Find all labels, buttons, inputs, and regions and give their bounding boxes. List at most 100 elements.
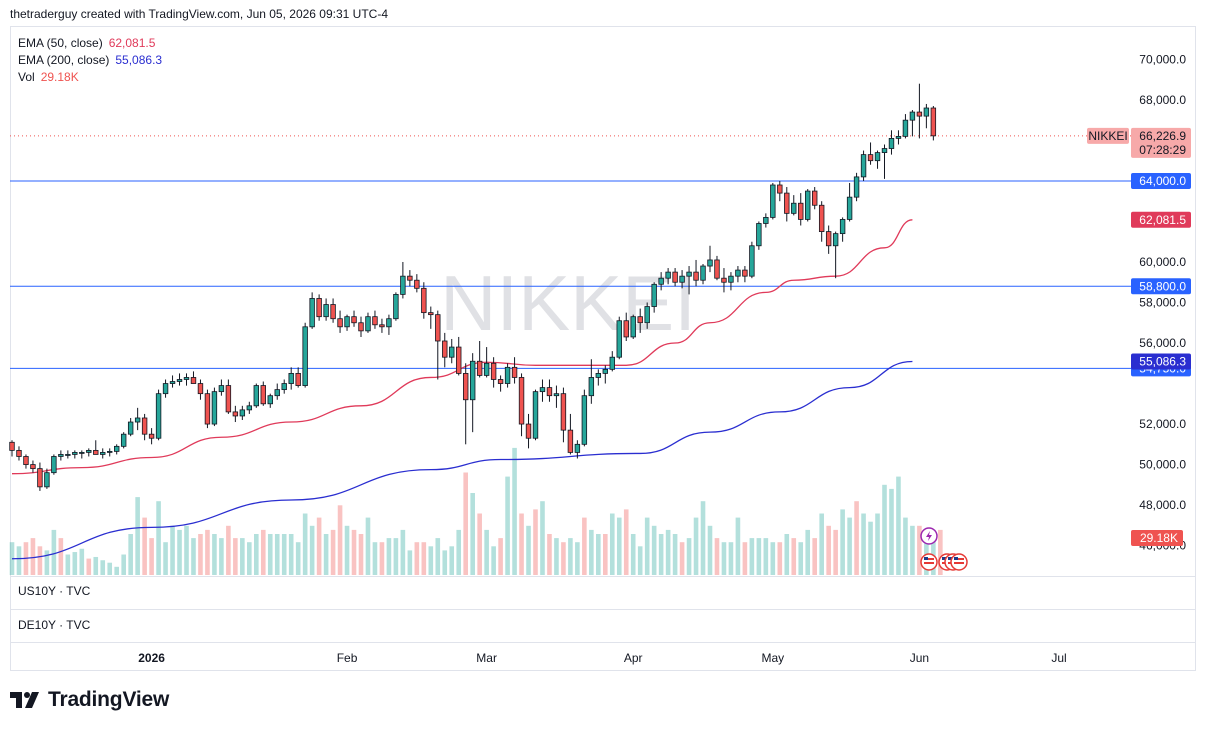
candle — [616, 316, 622, 360]
candle-body — [839, 219, 846, 235]
hline-price-tag[interactable]: 64,000.0 — [1131, 172, 1191, 189]
ema200-line[interactable] — [11, 360, 913, 560]
volume-bar — [519, 513, 524, 575]
volume-bar — [149, 538, 154, 575]
candle-body — [134, 417, 141, 423]
candle-body — [204, 393, 211, 425]
volume-bar — [135, 497, 140, 575]
candle — [197, 379, 204, 400]
ema-price-tag[interactable]: 62,081.5 — [1131, 211, 1191, 228]
volume-bar — [791, 538, 797, 575]
pane-label-us10y[interactable]: US10Y · TVC — [18, 584, 91, 598]
candle-body — [874, 152, 881, 162]
candle — [288, 367, 294, 390]
candle — [190, 371, 197, 384]
legend-ema50[interactable]: EMA (50, close) 62,081.5 — [18, 35, 162, 52]
candle — [846, 182, 853, 222]
candle — [651, 282, 657, 313]
candle — [295, 367, 301, 388]
volume-bar — [819, 513, 824, 575]
candle-body — [386, 318, 392, 328]
tradingview-logo-icon — [10, 692, 39, 708]
ema-price-tag[interactable]: 55,086.3 — [1131, 353, 1191, 370]
volume-bar — [777, 542, 783, 575]
candle — [51, 454, 57, 475]
flag-canton — [924, 557, 928, 560]
volume-bar — [72, 552, 78, 575]
volume-bar — [219, 538, 224, 575]
candle — [114, 444, 120, 455]
legend-volume[interactable]: Vol 29.18K — [18, 69, 162, 86]
y-tick-label: 70,000.0 — [1139, 52, 1186, 66]
volume-bar — [442, 550, 448, 575]
volume-bar — [833, 529, 838, 575]
pane-separator-2[interactable] — [10, 609, 1196, 610]
symbol-tag[interactable]: NIKKEI — [1087, 127, 1129, 144]
ema-price-tag-bg — [1131, 211, 1191, 228]
candle-body — [44, 472, 50, 488]
volume-bar — [142, 517, 147, 575]
ema50-line[interactable] — [11, 219, 913, 475]
candle — [302, 322, 308, 388]
candle-body — [351, 316, 357, 324]
legend-ema50-label: EMA (50, close) — [18, 36, 103, 50]
volume-bar — [644, 517, 650, 575]
volume-bar — [798, 542, 804, 575]
candle — [623, 312, 629, 341]
tradingview-logo[interactable]: TradingView — [10, 688, 169, 712]
volume-bar — [526, 525, 531, 575]
volume-bar — [37, 546, 43, 575]
volume-bar — [86, 558, 92, 575]
candle — [574, 440, 581, 459]
volume-bar — [700, 501, 706, 575]
ema-price-tag-text: 55,086.3 — [1139, 355, 1186, 369]
legend-ema200-label: EMA (200, close) — [18, 53, 110, 67]
candle-body — [260, 385, 266, 405]
legend-ema50-value: 62,081.5 — [108, 36, 156, 50]
candle-body — [72, 452, 78, 455]
volume-bar — [107, 562, 113, 575]
legend-ema200[interactable]: EMA (200, close) 55,086.3 — [18, 52, 162, 69]
candle — [183, 373, 190, 386]
last-price-tag[interactable]: 66,226.907:28:29 — [1131, 127, 1191, 158]
pane-label-de10y[interactable]: DE10Y · TVC — [18, 618, 91, 632]
candle-body — [923, 107, 930, 117]
us-flag-event-icon[interactable] — [920, 553, 938, 571]
candle — [825, 225, 832, 254]
volume-bar — [330, 529, 336, 575]
volume-bar — [226, 525, 231, 575]
volume-bar — [316, 517, 322, 575]
candle-body — [469, 360, 476, 401]
volume-bar — [847, 517, 852, 575]
candle — [421, 282, 427, 319]
candle — [72, 450, 78, 459]
candle-body — [281, 383, 287, 391]
volume-bar — [421, 542, 427, 575]
hline-price-tag[interactable]: 58,800.0 — [1131, 278, 1191, 295]
candle-body — [51, 456, 57, 474]
candle — [672, 268, 678, 287]
candle-body — [518, 377, 525, 425]
candle-body — [763, 217, 769, 224]
volume-tag-bg — [1131, 530, 1183, 546]
candle — [602, 365, 608, 384]
volume-bar — [51, 529, 57, 575]
volume-bar — [770, 542, 776, 575]
volume-bar — [623, 509, 629, 575]
volume-tag[interactable]: 29.18K — [1131, 530, 1183, 546]
volume-bar — [554, 538, 559, 575]
volume-bar — [100, 560, 106, 575]
candle — [260, 381, 266, 406]
candle-body — [323, 304, 329, 318]
pane-separator-1[interactable] — [10, 576, 1196, 577]
candle-body — [414, 279, 420, 289]
volume-bar — [470, 493, 475, 575]
us-flag-event-icon[interactable] — [950, 553, 968, 571]
volume-tag-text: 29.18K — [1140, 531, 1178, 545]
candle — [253, 383, 259, 408]
legend-volume-label: Vol — [18, 70, 35, 84]
volume-bar — [616, 517, 622, 575]
candle-body — [274, 389, 280, 397]
candle-body — [330, 304, 336, 320]
